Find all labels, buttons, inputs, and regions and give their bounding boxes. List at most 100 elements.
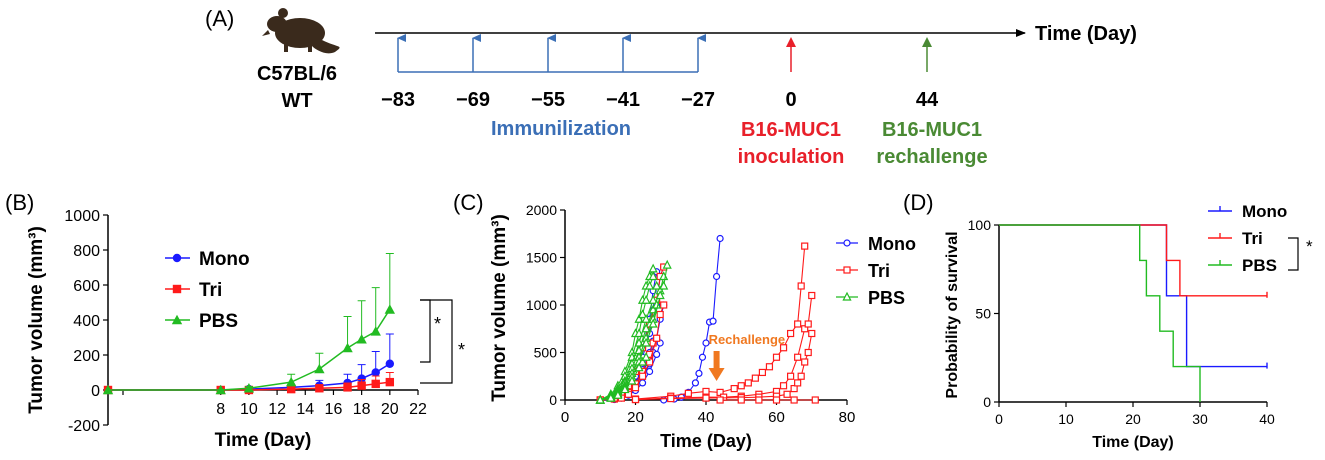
immunization-day-2: −69 bbox=[456, 89, 490, 111]
tri-data-point bbox=[631, 384, 640, 392]
tri-data-point bbox=[786, 372, 795, 380]
tri-data-point bbox=[737, 382, 745, 390]
mono-data-point bbox=[695, 369, 703, 377]
y-tick-label: 1500 bbox=[526, 250, 557, 266]
tri-data-point bbox=[660, 301, 668, 309]
tri-data-point bbox=[315, 384, 324, 393]
legend-label-pbs: PBS bbox=[199, 311, 238, 332]
x-tick-label: 14 bbox=[296, 401, 314, 418]
legend-marker-mono bbox=[843, 239, 851, 247]
pbs-data-point bbox=[595, 394, 605, 404]
x-tick-label: 22 bbox=[409, 401, 427, 418]
mono-data-point bbox=[716, 234, 724, 243]
tri-data-point bbox=[286, 384, 296, 394]
tri-data-point bbox=[790, 396, 798, 404]
mono-data-point bbox=[702, 339, 710, 347]
tri-data-point bbox=[797, 282, 805, 290]
tri-data-point bbox=[631, 395, 640, 404]
tri-data-point bbox=[357, 381, 366, 390]
pbs-data-point bbox=[641, 294, 651, 304]
immunization-day-1: −83 bbox=[381, 89, 415, 111]
y-tick-label: 0 bbox=[549, 392, 557, 408]
x-axis-label: Time (Day) bbox=[660, 431, 752, 451]
panel-label-a: (A) bbox=[205, 6, 234, 31]
mouse-type-label: WT bbox=[281, 90, 312, 112]
pbs-data-point bbox=[648, 318, 658, 328]
y-tick-label: 1000 bbox=[526, 297, 557, 313]
chart-d: 0 50 100 0 10 20 30 40 Time (Day) Probability of … bbox=[944, 202, 1313, 451]
pbs-data-point bbox=[641, 323, 651, 333]
inoculation-label-1: B16-MUC1 bbox=[741, 119, 841, 141]
pbs-data-point bbox=[659, 280, 669, 290]
tri-data-point bbox=[801, 242, 809, 250]
y-tick-label: 0 bbox=[983, 394, 991, 410]
x-tick-label: 20 bbox=[1125, 411, 1141, 427]
pbs-data-point bbox=[637, 356, 648, 366]
significance-star: * bbox=[434, 314, 441, 334]
pbs-data-point bbox=[641, 313, 651, 323]
x-tick-label: 40 bbox=[1259, 411, 1275, 427]
significance-star: * bbox=[1306, 237, 1313, 256]
pbs-data-point bbox=[648, 271, 658, 281]
x-tick-label: 20 bbox=[627, 409, 644, 426]
pbs-data-point bbox=[384, 304, 396, 314]
x-tick-label: 10 bbox=[1058, 411, 1074, 427]
tri-data-point bbox=[755, 396, 763, 404]
tri-data-point bbox=[765, 363, 774, 371]
tri-data-point bbox=[716, 396, 724, 404]
mono-data-point bbox=[357, 374, 366, 383]
pbs-data-point bbox=[641, 337, 651, 347]
significance-star: * bbox=[458, 340, 465, 360]
immunization-label: Immunilization bbox=[491, 118, 631, 140]
significance-bracket bbox=[1288, 237, 1299, 271]
legend-label-mono: Mono bbox=[868, 234, 916, 254]
pbs-data-point bbox=[370, 326, 381, 336]
tri-data-point bbox=[804, 348, 812, 357]
y-tick-label: 800 bbox=[73, 243, 100, 260]
tri-data-point bbox=[772, 353, 781, 361]
panel-label-d: (D) bbox=[903, 190, 934, 215]
rechallenge-arrowhead bbox=[708, 368, 725, 381]
panel-a: (A) C57BL/6 WT Time (Day) −83 −69 −55 bbox=[205, 6, 1137, 168]
legend-label-pbs: PBS bbox=[868, 288, 905, 308]
mono-data-point bbox=[653, 350, 661, 358]
pbs-data-point bbox=[634, 313, 644, 323]
y-tick-label: -200 bbox=[68, 418, 100, 435]
x-tick-label: 8 bbox=[216, 401, 225, 418]
panel-d: (D) 0 50 100 0 10 20 30 40 Time (Day) Probability… bbox=[903, 190, 1313, 451]
legend-label-tri: Tri bbox=[868, 261, 890, 281]
tri-data-point bbox=[794, 320, 802, 328]
mono-data-point bbox=[691, 379, 700, 387]
pbs-data-point bbox=[314, 363, 325, 374]
panel-c: (C) 0 500 1000 1500 2000 0 20 40 60 80 Time (Day) T… bbox=[453, 190, 916, 451]
y-tick-label: 400 bbox=[73, 313, 100, 330]
mono-data-point bbox=[645, 367, 654, 376]
legend-label-mono: Mono bbox=[199, 249, 250, 270]
tri-data-point bbox=[737, 396, 745, 404]
timeline-axis-label: Time (Day) bbox=[1035, 23, 1137, 45]
inoculation-day: 0 bbox=[785, 89, 796, 111]
pbs-data-point bbox=[606, 392, 616, 402]
chart-c: 0 500 1000 1500 2000 0 20 40 60 80 Time (Day) Tumor… bbox=[489, 202, 916, 451]
tri-data-point bbox=[772, 396, 781, 404]
legend-marker-pbs bbox=[171, 314, 183, 325]
inoculation-label-2: inoculation bbox=[738, 146, 845, 168]
pbs-data-point bbox=[662, 259, 672, 269]
pbs-data-point bbox=[652, 280, 662, 290]
panel-label-c: (C) bbox=[453, 190, 484, 215]
tri-data-point bbox=[811, 396, 819, 404]
x-tick-label: 40 bbox=[698, 409, 715, 426]
y-tick-label: 50 bbox=[975, 306, 991, 322]
x-tick-label: 18 bbox=[353, 401, 371, 418]
immunization-day-5: −27 bbox=[681, 89, 715, 111]
legend-label-tri: Tri bbox=[199, 280, 222, 301]
tri-data-point bbox=[638, 372, 647, 380]
legend-marker-mono bbox=[172, 253, 182, 263]
pbs-data-point bbox=[285, 376, 297, 387]
mono-data-point bbox=[712, 272, 721, 281]
pbs-data-point bbox=[627, 375, 637, 385]
pbs-data-point bbox=[648, 294, 658, 304]
panel-b: (B) -200 0 200 400 600 800 1000 8 10 12 14 16 18 20 22… bbox=[5, 190, 465, 451]
panel-label-b: (B) bbox=[5, 190, 34, 215]
